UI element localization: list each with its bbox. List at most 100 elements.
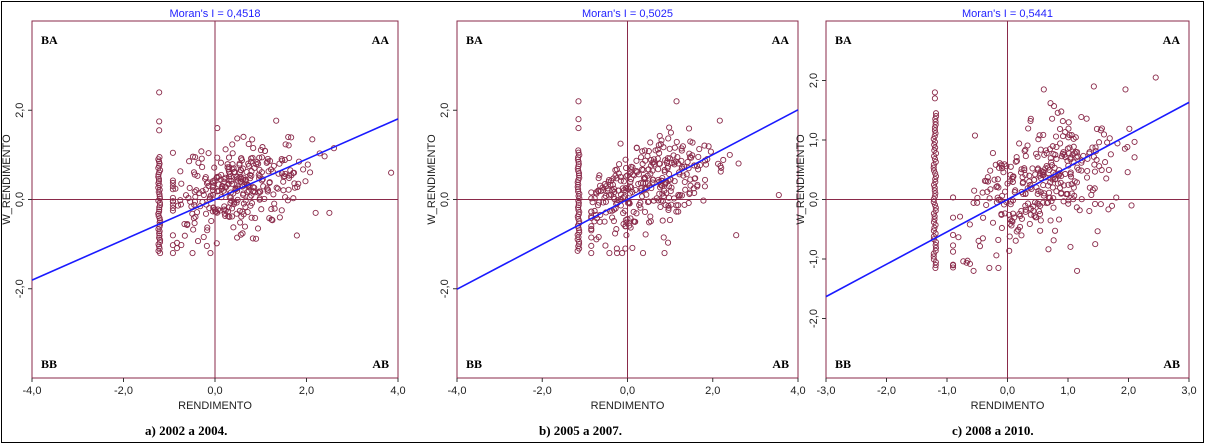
data-point	[1045, 182, 1052, 189]
data-point	[976, 243, 984, 250]
data-point	[237, 219, 244, 226]
data-point	[1131, 154, 1138, 161]
data-point	[1008, 222, 1015, 229]
data-point	[686, 189, 693, 196]
data-point	[169, 186, 176, 193]
data-point	[1097, 127, 1104, 134]
data-point	[930, 198, 937, 206]
data-point	[1000, 169, 1007, 176]
data-point	[602, 198, 609, 205]
data-point	[260, 183, 267, 190]
data-point	[575, 215, 582, 222]
data-point	[192, 193, 199, 200]
data-point	[966, 221, 973, 228]
data-point	[189, 249, 196, 257]
quadrant-label-bb: BB	[835, 357, 851, 371]
data-point	[285, 142, 292, 149]
data-point	[209, 184, 216, 191]
data-point	[1047, 217, 1054, 224]
data-point	[1067, 156, 1074, 163]
data-point	[1037, 146, 1044, 153]
data-point	[1091, 200, 1099, 207]
data-point	[1018, 232, 1025, 239]
data-point	[576, 229, 583, 236]
data-point	[214, 188, 221, 195]
y-tick-label: 0,0	[14, 192, 26, 207]
data-point	[1071, 178, 1078, 185]
data-point	[189, 153, 196, 160]
data-point	[931, 184, 938, 191]
data-point	[676, 193, 683, 200]
data-point	[1072, 134, 1079, 141]
data-point	[575, 211, 582, 218]
data-point	[1013, 228, 1020, 235]
data-point	[1045, 246, 1052, 253]
data-point	[1035, 208, 1043, 215]
data-point	[932, 264, 939, 271]
data-point	[1007, 171, 1014, 178]
data-point	[202, 174, 209, 181]
data-point	[169, 149, 176, 156]
data-point	[200, 233, 207, 241]
data-point	[632, 186, 639, 194]
data-point	[606, 249, 613, 257]
data-point	[1040, 86, 1047, 93]
data-point	[210, 191, 217, 198]
data-point	[174, 202, 182, 209]
data-point	[627, 178, 634, 185]
data-point	[237, 167, 245, 174]
data-point	[1054, 109, 1061, 116]
data-point	[249, 235, 256, 242]
caption-b: b) 2005 a 2007.	[539, 423, 623, 438]
data-point	[980, 214, 987, 221]
data-point	[1083, 115, 1090, 122]
data-point	[156, 89, 163, 96]
data-point	[930, 256, 937, 263]
data-point	[995, 236, 1002, 243]
data-point	[658, 197, 665, 204]
data-point	[169, 207, 176, 214]
data-point	[588, 195, 595, 202]
data-point	[177, 168, 184, 175]
data-point	[649, 179, 656, 186]
data-point	[261, 147, 269, 154]
data-point	[156, 234, 163, 241]
data-point	[682, 186, 689, 193]
data-point	[575, 199, 582, 206]
data-point	[1076, 207, 1083, 214]
data-point	[1093, 125, 1100, 132]
data-point	[1078, 167, 1085, 174]
data-point	[588, 225, 595, 232]
data-point	[1090, 153, 1097, 160]
data-point	[270, 162, 277, 169]
data-point	[588, 208, 595, 215]
data-point	[230, 224, 237, 231]
data-point	[637, 154, 645, 161]
data-point	[1007, 163, 1014, 170]
data-point	[623, 219, 630, 226]
data-point	[221, 203, 228, 210]
data-point	[222, 146, 229, 153]
x-tick-label: 1,0	[1060, 385, 1075, 397]
data-point	[667, 188, 674, 195]
data-point	[228, 197, 235, 204]
data-point	[156, 208, 163, 215]
data-point	[986, 264, 993, 271]
data-point	[1036, 132, 1043, 139]
data-point	[930, 164, 937, 171]
data-point	[1022, 202, 1029, 209]
data-point	[1058, 153, 1065, 160]
data-point	[225, 166, 232, 173]
data-point	[970, 267, 977, 274]
data-point	[932, 144, 939, 151]
data-point	[1017, 212, 1024, 220]
data-point	[998, 165, 1006, 172]
data-point	[949, 264, 957, 271]
data-point	[257, 188, 264, 195]
data-point	[696, 145, 703, 153]
data-point	[613, 166, 620, 173]
data-point	[261, 195, 268, 203]
data-point	[1007, 220, 1014, 227]
data-point	[276, 214, 283, 221]
data-point	[664, 155, 671, 162]
